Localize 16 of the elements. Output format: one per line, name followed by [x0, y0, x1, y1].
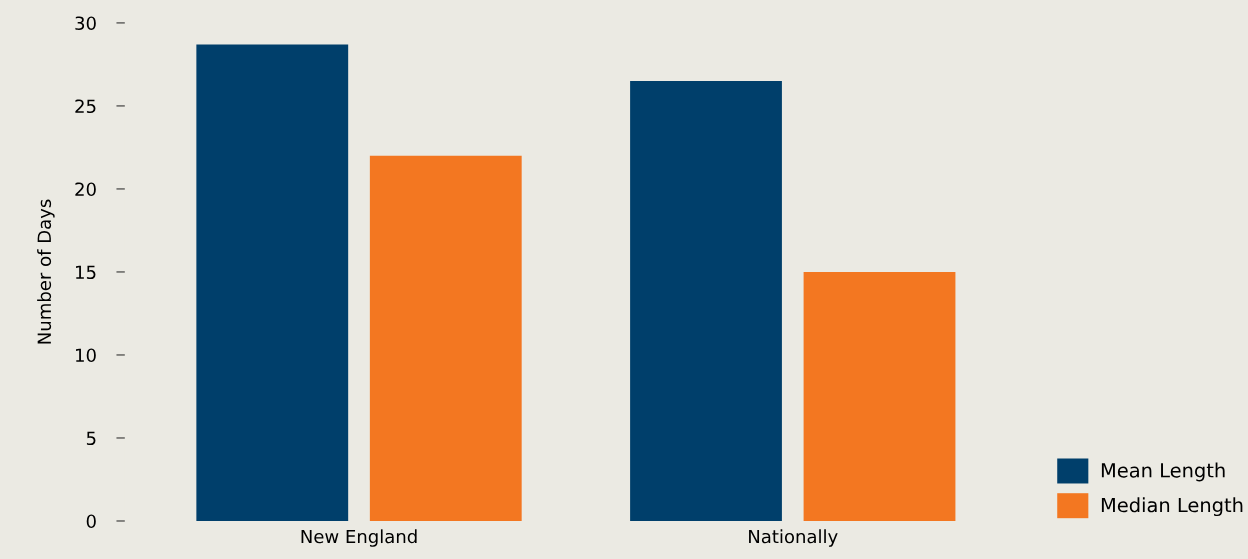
y-tick-label: 25 [75, 99, 96, 114]
x-tick-label: New England [301, 529, 417, 547]
bar [803, 271, 956, 521]
y-tick-label: 0 [86, 514, 96, 529]
legend-label: Mean Length [1101, 462, 1225, 482]
y-tick-label: 20 [75, 182, 96, 197]
y-tick-label: 15 [76, 265, 96, 280]
y-tick-label: 5 [86, 431, 96, 446]
y-tick-label: 30 [75, 16, 96, 31]
bar [630, 81, 782, 521]
bar [196, 44, 349, 521]
legend-label: Median Length [1101, 497, 1243, 517]
x-tick-label: Nationally [749, 529, 838, 547]
y-tick-label: 10 [76, 348, 96, 363]
y-axis-title: Number of Days [37, 199, 55, 344]
bar [369, 155, 522, 521]
